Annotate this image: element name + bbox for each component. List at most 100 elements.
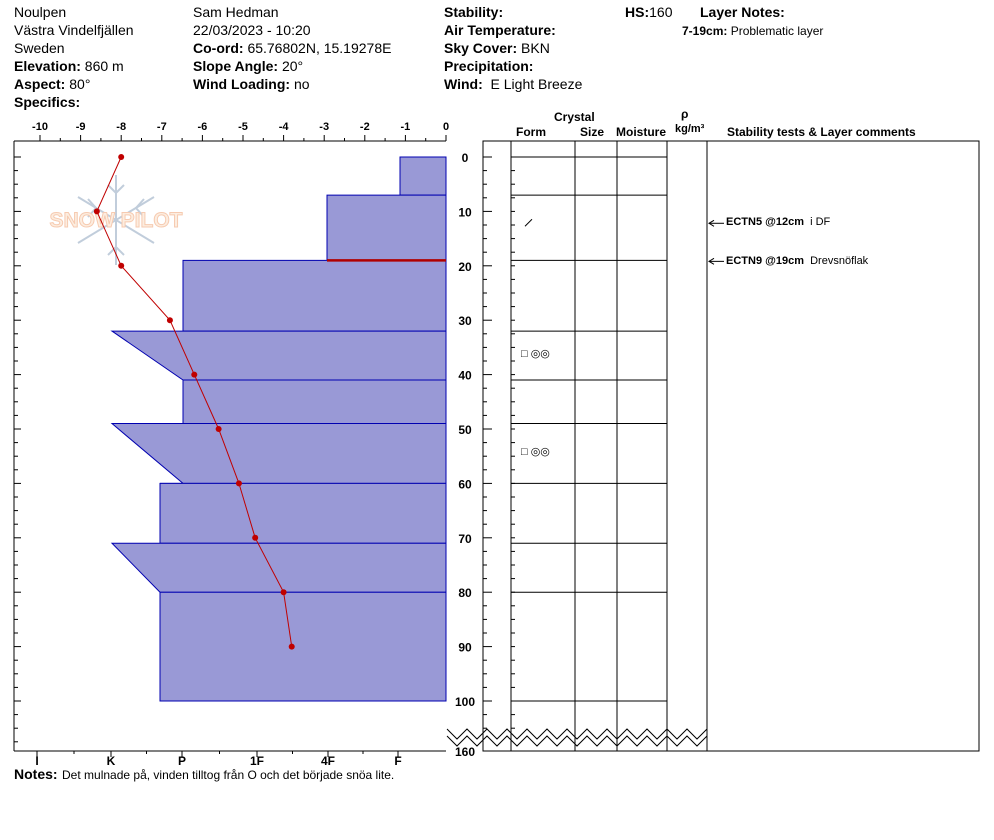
layer-note-range: 7-19cm: (682, 24, 728, 38)
stability-test-2-comment: Drevsnöflak (810, 255, 869, 267)
hs: HS:160 (625, 4, 672, 20)
layer-note: 7-19cm: Problematic layer (682, 24, 823, 38)
hardness-tick-label: K (107, 754, 116, 768)
rho-header: ρ (681, 107, 689, 121)
temperature-line (96, 156, 293, 647)
temperature-point-1 (118, 154, 125, 160)
temperature-point-2 (93, 208, 100, 215)
stability-test-1-name: ECTN5 @12cm (726, 216, 804, 228)
region-name: Västra Vindelfjällen (14, 22, 134, 38)
snowflake-icon (77, 175, 155, 265)
coord-label: Co-ord: (193, 40, 244, 56)
depth-tick-label: 20 (458, 260, 472, 274)
sky-cover-value: BKN (521, 40, 550, 56)
hardness-layer-2 (326, 194, 447, 261)
layer-note-text: Problematic layer (730, 24, 824, 38)
coord-value: 65.76802N, 15.19278E (247, 40, 392, 56)
slope-label: Slope Angle: (193, 58, 279, 74)
precip-label: Precipitation: (444, 58, 534, 74)
temp-tick-label: -6 (198, 121, 208, 133)
temp-tick-label: -2 (360, 121, 370, 133)
specifics-label: Specifics: (14, 94, 81, 110)
depth-tick-label: 60 (458, 477, 472, 491)
observation-datetime: 22/03/2023 - 10:20 (193, 22, 311, 38)
depth-tick-label: 90 (458, 641, 472, 655)
temperature-point-7 (235, 480, 242, 487)
temp-tick-label: -10 (32, 121, 48, 133)
hardness-layer-9 (159, 591, 447, 702)
hardness-tick-label: 1F (250, 754, 264, 768)
wind-label: Wind: (444, 76, 483, 92)
layer-table-border (482, 140, 980, 752)
total-depth-label: 160 (455, 745, 475, 759)
hardness-tick-label: F (394, 754, 401, 768)
slope-value: 20° (281, 58, 304, 74)
hardness-layer-7 (159, 482, 447, 544)
wind-loading-label: Wind Loading: (193, 76, 291, 92)
aspect-label: Aspect: (14, 76, 66, 92)
stability-comments-header: Stability tests & Layer comments (727, 125, 916, 139)
snowpilot-watermark-text: SNOW PILOT (50, 209, 183, 232)
elevation: Elevation: 860 m (14, 58, 124, 74)
crystal-symbol-1 (524, 218, 533, 227)
crystal-symbol-2: □ ◎◎ (521, 348, 550, 360)
stability-test-1: ECTN5 @12cm i DF (726, 216, 830, 228)
temperature-point-9 (280, 589, 287, 596)
depth-tick-label: 10 (458, 205, 472, 219)
stability-label: Stability: (444, 4, 504, 20)
crystal-symbol-3: □ ◎◎ (521, 446, 550, 458)
stability-test-2-name: ECTN9 @19cm (726, 255, 804, 267)
observer-name: Sam Hedman (193, 4, 279, 20)
stability-test-2: ECTN9 @19cm Drevsnöflak (726, 255, 868, 267)
density-unit-header: kg/m³ (675, 123, 705, 135)
hardness-tick-label: 4F (321, 754, 335, 768)
temperature-point-5 (191, 371, 198, 378)
air-temp-label: Air Temperature: (444, 22, 556, 38)
crystal-glyph: □ ◎◎ (521, 348, 550, 360)
temperature-point-4 (166, 317, 173, 324)
wind-loading: Wind Loading: no (193, 76, 310, 92)
layer-notes-label: Layer Notes: (700, 4, 785, 20)
depth-tick-label: 30 (458, 314, 472, 328)
hardness-layer-3 (182, 259, 447, 332)
crystal-header: Crystal (554, 110, 595, 124)
hs-label: HS: (625, 4, 650, 20)
crystal-glyph: □ ◎◎ (521, 446, 550, 458)
temp-tick-label: -1 (401, 121, 411, 133)
stability-test-arrowhead-1 (708, 219, 715, 227)
hardness-layer-8 (110, 542, 447, 593)
size-header: Size (580, 125, 605, 139)
form-header: Form (516, 125, 546, 139)
country-name: Sweden (14, 40, 65, 56)
sky-cover-label: Sky Cover: (444, 40, 518, 56)
wind-loading-value: no (293, 76, 310, 92)
depth-break-zigzag-top (446, 728, 708, 740)
temp-tick-label: -8 (116, 121, 126, 133)
hardness-layer-6 (110, 423, 447, 484)
hardness-layer-5 (182, 379, 447, 425)
coordinates: Co-ord: 65.76802N, 15.19278E (193, 40, 391, 56)
temperature-point-6 (215, 426, 222, 432)
depth-tick-label: 0 (462, 151, 469, 165)
notes-label: Notes: (14, 766, 58, 782)
hardness-tick-label: I (35, 754, 38, 768)
stability-test-1-comment: i DF (810, 216, 831, 228)
temperature-point-10 (288, 643, 295, 650)
temp-tick-label: 0 (443, 121, 449, 133)
elevation-value: 860 m (84, 58, 124, 74)
notes: Notes: Det mulnade på, vinden tilltog fr… (14, 766, 394, 784)
notes-text: Det mulnade på, vinden tilltog från O oc… (62, 768, 395, 782)
wind-value: E Light Breeze (490, 76, 583, 92)
location-name: Noulpen (14, 4, 67, 20)
depth-tick-label: 100 (455, 695, 475, 709)
wind: Wind: E Light Breeze (444, 76, 582, 92)
slope-angle: Slope Angle: 20° (193, 58, 303, 74)
depth-tick-label: 40 (458, 369, 472, 383)
temperature-point-8 (252, 534, 259, 541)
moisture-header: Moisture (616, 125, 667, 139)
hardness-layer-1 (399, 156, 447, 196)
depth-tick-label: 50 (458, 423, 472, 437)
temp-tick-label: -7 (157, 121, 167, 133)
depth-tick-label: 80 (458, 586, 472, 600)
